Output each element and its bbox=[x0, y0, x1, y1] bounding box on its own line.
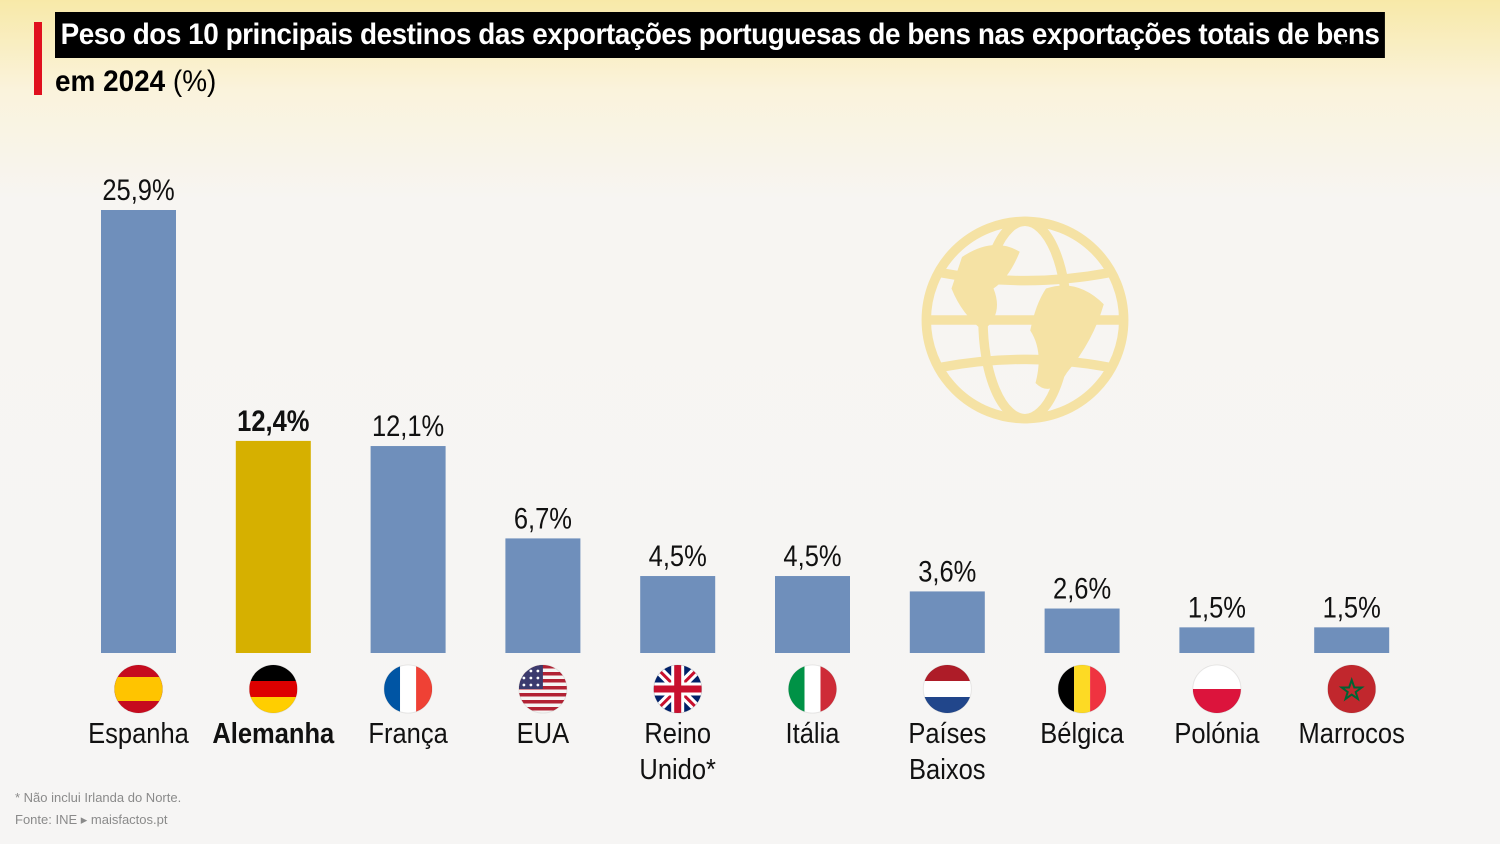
page-title: Peso dos 10 principais destinos das expo… bbox=[55, 12, 1386, 58]
page-subtitle: em 2024 (%) bbox=[55, 62, 216, 102]
footnote: * Não inclui Irlanda do Norte. bbox=[15, 790, 182, 805]
bar-eua bbox=[505, 538, 581, 653]
category-label-espanha: Espanha bbox=[88, 716, 189, 749]
category-label-marrocos: Marrocos bbox=[1299, 716, 1405, 749]
belgium-flag-icon bbox=[1057, 664, 1107, 714]
title-comma: , bbox=[1339, 18, 1348, 51]
source-note: Fonte: INE ▸ maisfactos.pt bbox=[15, 812, 168, 827]
category-label-franca: França bbox=[368, 716, 448, 749]
globe-icon bbox=[921, 216, 1129, 424]
category-label-belgica: Bélgica bbox=[1040, 716, 1124, 749]
bar-alemanha bbox=[235, 440, 311, 653]
bar-reino-unido bbox=[640, 576, 716, 653]
italy-flag-icon bbox=[788, 664, 837, 714]
value-label-espanha: 25,9% bbox=[102, 173, 174, 206]
value-label-polonia: 1,5% bbox=[1188, 590, 1246, 623]
value-label-italia: 4,5% bbox=[783, 539, 841, 572]
poland-flag-icon bbox=[1192, 664, 1242, 714]
bar-marrocos bbox=[1314, 627, 1390, 653]
value-label-paises-baixos: 3,6% bbox=[918, 554, 976, 587]
uk-flag-icon bbox=[653, 664, 703, 714]
bar-paises-baixos bbox=[909, 591, 985, 653]
category-label-alemanha: Alemanha bbox=[212, 716, 335, 749]
france-flag-icon bbox=[383, 664, 433, 714]
title-accent-bar bbox=[34, 22, 42, 95]
spain-flag-icon bbox=[114, 664, 163, 714]
category-label-reino-unido: Reino Unido* bbox=[639, 716, 716, 785]
bar-polonia bbox=[1179, 627, 1255, 653]
morocco-flag-icon bbox=[1327, 664, 1377, 714]
category-label-paises-baixos: Países Baixos bbox=[908, 716, 986, 785]
bar-espanha bbox=[101, 210, 176, 653]
category-label-italia: Itália bbox=[786, 716, 841, 749]
bar-franca bbox=[370, 446, 446, 653]
value-label-marrocos: 1,5% bbox=[1323, 590, 1381, 623]
bar-belgica bbox=[1044, 608, 1120, 653]
bar-italia bbox=[775, 576, 850, 653]
category-label-eua: EUA bbox=[517, 716, 570, 749]
value-label-franca: 12,1% bbox=[372, 409, 444, 442]
germany-flag-icon bbox=[248, 664, 298, 714]
category-label-polonia: Polónia bbox=[1174, 716, 1260, 749]
value-label-eua: 6,7% bbox=[514, 501, 572, 534]
value-label-reino-unido: 4,5% bbox=[649, 539, 707, 572]
title-year: em 2024 bbox=[55, 65, 166, 98]
usa-flag-icon bbox=[518, 664, 568, 714]
value-label-alemanha: 12,4% bbox=[237, 404, 310, 437]
value-label-belgica: 2,6% bbox=[1053, 572, 1111, 605]
title-unit: (%) bbox=[172, 65, 217, 98]
netherlands-flag-icon bbox=[922, 664, 972, 714]
